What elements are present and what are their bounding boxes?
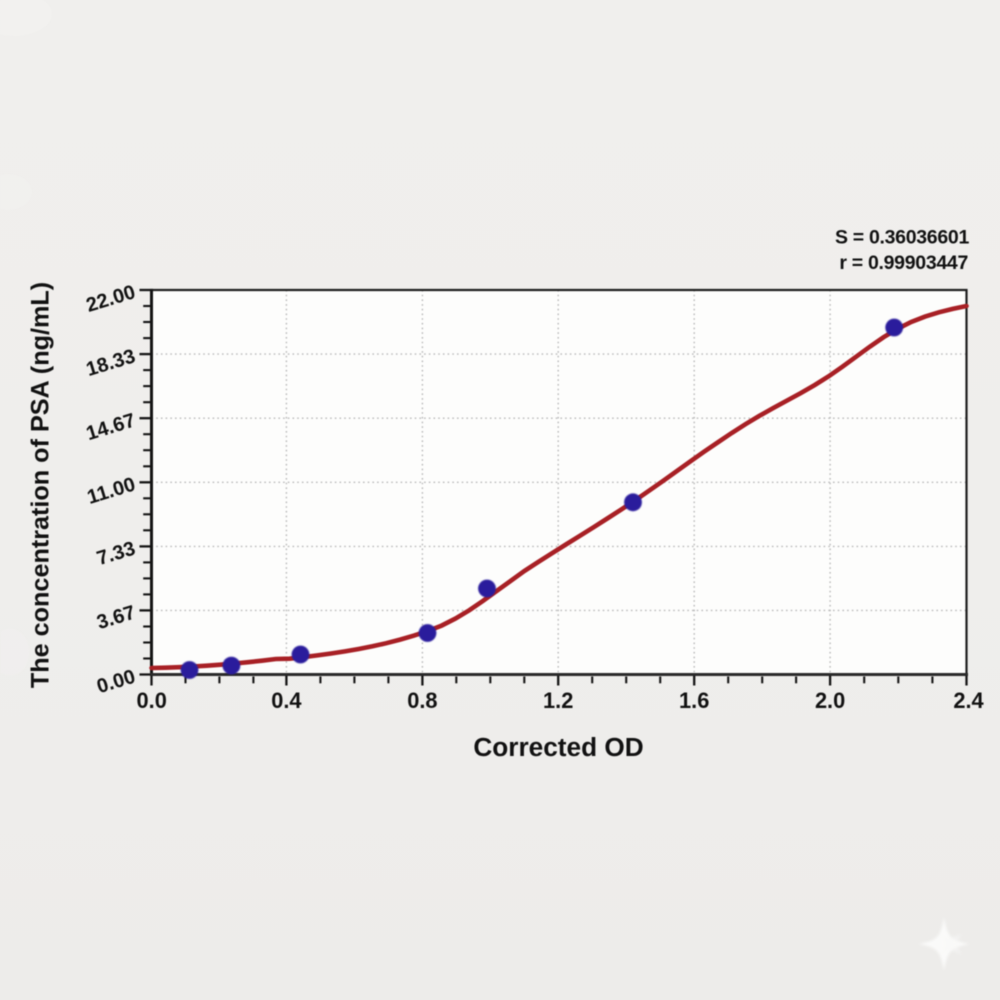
svg-text:0.0: 0.0 xyxy=(137,688,167,713)
svg-text:14.67: 14.67 xyxy=(84,409,138,445)
svg-text:22.00: 22.00 xyxy=(84,281,138,317)
svg-text:0.8: 0.8 xyxy=(407,688,437,713)
svg-text:3.67: 3.67 xyxy=(94,602,138,634)
svg-text:2.4: 2.4 xyxy=(953,688,983,713)
svg-text:r = 0.99903447: r = 0.99903447 xyxy=(839,252,968,274)
svg-text:18.33: 18.33 xyxy=(84,345,138,381)
svg-text:S = 0.36036601: S = 0.36036601 xyxy=(835,227,970,249)
svg-text:2.0: 2.0 xyxy=(815,688,845,713)
svg-text:11.00: 11.00 xyxy=(85,474,138,509)
svg-text:0.4: 0.4 xyxy=(271,688,301,713)
svg-text:7.33: 7.33 xyxy=(94,538,138,570)
svg-text:1.6: 1.6 xyxy=(679,688,709,713)
svg-text:Corrected OD: Corrected OD xyxy=(473,732,643,762)
svg-text:1.2: 1.2 xyxy=(543,688,573,713)
svg-text:0.00: 0.00 xyxy=(94,666,138,698)
svg-text:The concentration of PSA (ng/m: The concentration of PSA (ng/mL) xyxy=(27,282,55,688)
